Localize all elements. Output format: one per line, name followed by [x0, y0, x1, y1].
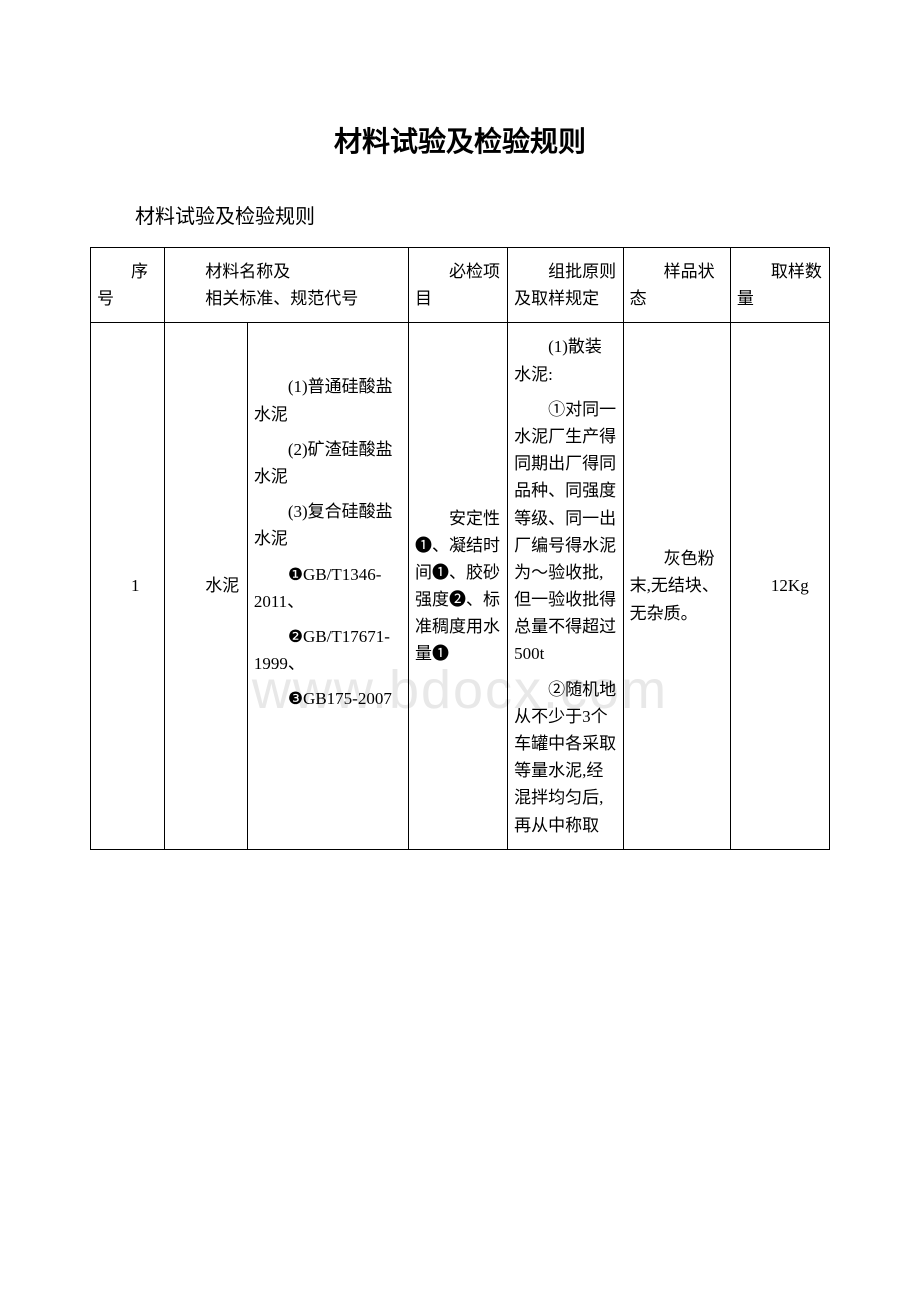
page-title: 材料试验及检验规则 — [90, 120, 830, 160]
table-row: 1 水泥 (1)普通硅酸盐水泥 (2)矿渣硅酸盐水泥 (3)复合硅酸盐水泥 ❶G… — [91, 323, 830, 849]
cell-qty: 12Kg — [730, 323, 829, 849]
header-batch: 组批原则及取样规定 — [508, 248, 624, 323]
table-header-row: 序号 材料名称及 相关标准、规范代号 必检项目 组批原则及取样规定 样品状态 取… — [91, 248, 830, 323]
rules-table: 序号 材料名称及 相关标准、规范代号 必检项目 组批原则及取样规定 样品状态 取… — [90, 247, 830, 850]
header-state: 样品状态 — [623, 248, 730, 323]
header-qty: 取样数量 — [730, 248, 829, 323]
cell-check: 安定性❶、凝结时间❶、胶砂强度❷、标准稠度用水量❶ — [409, 323, 508, 849]
cell-state: 灰色粉末,无结块、无杂质。 — [623, 323, 730, 849]
cell-name: 水泥 — [165, 323, 248, 849]
header-check: 必检项目 — [409, 248, 508, 323]
page-subtitle: 材料试验及检验规则 — [90, 200, 830, 229]
cell-batch: (1)散装水泥: ①对同一水泥厂生产得同期出厂得同品种、同强度等级、同一出厂编号… — [508, 323, 624, 849]
header-material: 材料名称及 相关标准、规范代号 — [165, 248, 409, 323]
header-seq: 序号 — [91, 248, 165, 323]
cell-seq: 1 — [91, 323, 165, 849]
cell-standard: (1)普通硅酸盐水泥 (2)矿渣硅酸盐水泥 (3)复合硅酸盐水泥 ❶GB/T13… — [247, 323, 408, 849]
